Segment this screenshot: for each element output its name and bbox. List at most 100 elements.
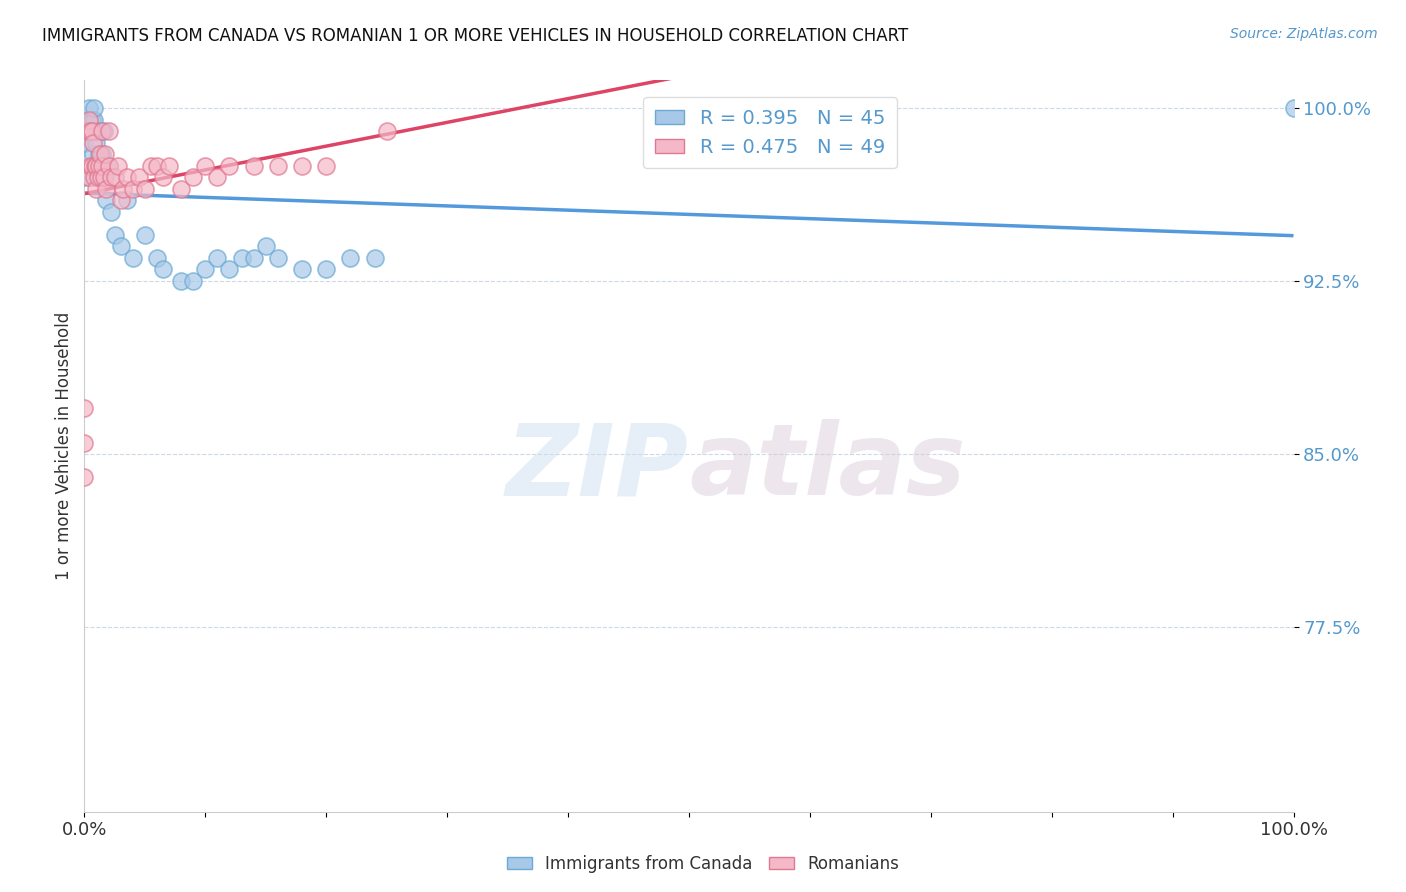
- Point: [115, 194, 138, 208]
- Point: [82, 136, 104, 150]
- Point: [181, 274, 204, 288]
- Point: [86, 159, 108, 173]
- Point: [90, 159, 112, 173]
- Point: [110, 239, 132, 253]
- Point: [87, 159, 110, 173]
- Point: [121, 182, 143, 196]
- Point: [146, 251, 169, 265]
- Y-axis label: 1 or more Vehicles in Household: 1 or more Vehicles in Household: [55, 312, 73, 580]
- Point: [267, 251, 290, 265]
- Point: [110, 194, 132, 208]
- Point: [97, 124, 120, 138]
- Point: [121, 251, 143, 265]
- Point: [128, 170, 150, 185]
- Point: [94, 182, 117, 196]
- Point: [84, 159, 107, 173]
- Point: [194, 262, 217, 277]
- Point: [104, 170, 127, 185]
- Point: [90, 170, 112, 185]
- Point: [83, 101, 105, 115]
- Text: atlas: atlas: [689, 419, 966, 516]
- Point: [152, 262, 174, 277]
- Point: [77, 112, 100, 127]
- Point: [84, 159, 107, 173]
- Point: [146, 159, 169, 173]
- Point: [339, 251, 361, 265]
- Point: [86, 136, 108, 150]
- Point: [89, 124, 111, 138]
- Point: [104, 227, 127, 242]
- Point: [73, 470, 96, 484]
- Point: [115, 170, 138, 185]
- Point: [134, 182, 156, 196]
- Point: [79, 170, 101, 185]
- Point: [315, 262, 337, 277]
- Point: [73, 136, 96, 150]
- Point: [91, 124, 114, 138]
- Point: [291, 262, 314, 277]
- Point: [107, 159, 129, 173]
- Point: [80, 159, 103, 173]
- Point: [242, 251, 264, 265]
- Point: [194, 159, 217, 173]
- Text: Source: ZipAtlas.com: Source: ZipAtlas.com: [1230, 27, 1378, 41]
- Point: [94, 194, 117, 208]
- Point: [112, 182, 135, 196]
- Point: [79, 124, 101, 138]
- Point: [76, 124, 98, 138]
- Point: [77, 170, 100, 185]
- Point: [363, 251, 385, 265]
- Point: [254, 239, 277, 253]
- Point: [157, 159, 180, 173]
- Point: [315, 159, 337, 173]
- Point: [291, 159, 314, 173]
- Point: [83, 170, 105, 185]
- Point: [77, 101, 100, 115]
- Point: [218, 159, 240, 173]
- Point: [80, 124, 103, 138]
- Point: [100, 170, 122, 185]
- Point: [94, 147, 117, 161]
- Point: [76, 124, 98, 138]
- Point: [134, 227, 156, 242]
- Point: [86, 182, 108, 196]
- Point: [218, 262, 240, 277]
- Legend: Immigrants from Canada, Romanians: Immigrants from Canada, Romanians: [501, 848, 905, 880]
- Text: IMMIGRANTS FROM CANADA VS ROMANIAN 1 OR MORE VEHICLES IN HOUSEHOLD CORRELATION C: IMMIGRANTS FROM CANADA VS ROMANIAN 1 OR …: [42, 27, 908, 45]
- Point: [91, 147, 114, 161]
- Point: [73, 401, 96, 415]
- Point: [83, 112, 105, 127]
- Point: [79, 124, 101, 138]
- Point: [207, 170, 229, 185]
- Point: [97, 159, 120, 173]
- Point: [82, 147, 104, 161]
- Point: [242, 159, 264, 173]
- Point: [86, 170, 108, 185]
- Point: [77, 112, 100, 127]
- Point: [79, 159, 101, 173]
- Point: [86, 170, 108, 185]
- Point: [207, 251, 229, 265]
- Point: [97, 159, 120, 173]
- Text: ZIP: ZIP: [506, 419, 689, 516]
- Point: [89, 147, 111, 161]
- Point: [73, 435, 96, 450]
- Point: [87, 147, 110, 161]
- Point: [170, 274, 193, 288]
- Point: [73, 170, 96, 185]
- Point: [93, 170, 115, 185]
- Point: [93, 124, 115, 138]
- Point: [91, 159, 114, 173]
- Point: [100, 204, 122, 219]
- Legend: R = 0.395   N = 45, R = 0.475   N = 49: R = 0.395 N = 45, R = 0.475 N = 49: [644, 97, 897, 169]
- Point: [1282, 101, 1305, 115]
- Point: [231, 251, 253, 265]
- Point: [267, 159, 290, 173]
- Point: [139, 159, 162, 173]
- Point: [170, 182, 193, 196]
- Point: [86, 124, 108, 138]
- Point: [80, 112, 103, 127]
- Point: [152, 170, 174, 185]
- Point: [181, 170, 204, 185]
- Point: [375, 124, 398, 138]
